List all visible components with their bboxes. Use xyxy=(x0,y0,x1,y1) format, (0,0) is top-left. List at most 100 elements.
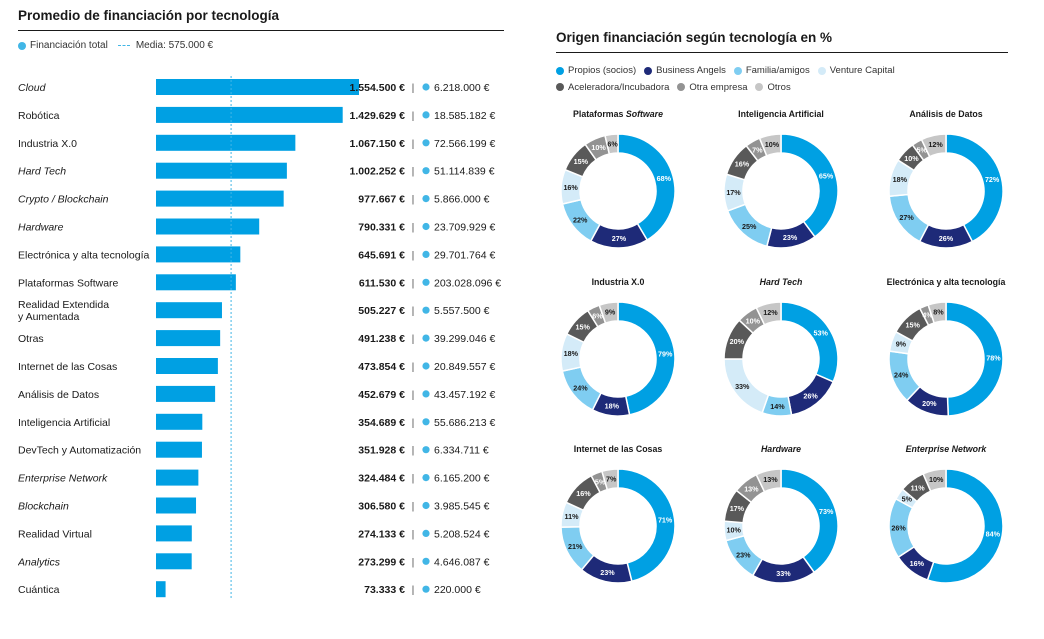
bar-category-label: Inteligencia Artificial xyxy=(18,417,110,429)
bar xyxy=(156,385,216,402)
bar-total-label: 5.866.000 € xyxy=(434,194,490,206)
donut-chart: Hardware 73% 33% 23% 10% 17% 13% 13% xyxy=(723,444,839,584)
donut-chart: Plataformas Software 68% 27% 22% 16% 15%10% 6% xyxy=(560,109,676,249)
total-dot-icon xyxy=(422,222,430,231)
bar-category-label: Robótica xyxy=(18,110,60,122)
legend-dot-icon xyxy=(556,66,564,75)
total-dot-icon xyxy=(422,195,430,203)
donut-segment xyxy=(617,133,676,242)
donut-chart: Internet de las Cosas 71% 23% 21% 11% 16% 5% 7% xyxy=(560,444,676,584)
donut-percent-label: 26% xyxy=(891,523,906,532)
separator: | xyxy=(412,82,415,94)
donut-legend-item: Propios (socios) xyxy=(556,63,636,78)
donut-percent-label: 11% xyxy=(911,483,926,492)
funding-origin-panel: Origen financiación según tecnología en … xyxy=(556,0,1008,639)
total-dot-icon xyxy=(422,111,430,119)
separator: | xyxy=(412,556,415,568)
bar xyxy=(156,358,218,374)
donut-percent-label: 5% xyxy=(917,146,928,155)
bar-total-label: 5.208.524 € xyxy=(434,528,490,540)
separator: | xyxy=(412,584,415,596)
total-dot-icon xyxy=(422,334,430,342)
donut-title: Hard Tech xyxy=(760,277,803,287)
total-dot-icon xyxy=(422,390,430,398)
bar-total-label: 29.701.764 € xyxy=(434,249,495,261)
bar-total-label: 5.557.500 € xyxy=(434,305,490,317)
donut-percent-label: 12% xyxy=(928,140,943,149)
donut-segment xyxy=(780,133,839,238)
separator: | xyxy=(412,194,415,206)
total-dot-icon xyxy=(18,41,26,50)
donut-percent-label: 21% xyxy=(568,542,583,551)
bar-category-label: Plataformas Software xyxy=(18,277,119,289)
donut-section-title: Origen financiación según tecnología en … xyxy=(556,0,1008,53)
bar xyxy=(156,246,241,263)
donut-percent-label: 7% xyxy=(606,474,617,483)
bar-total-label: 20.849.557 € xyxy=(434,361,495,373)
bar-category-label: Hardware xyxy=(18,222,64,234)
donut-percent-label: 15% xyxy=(574,157,589,166)
total-dot-icon xyxy=(422,362,430,370)
donut-legend-label: Otros xyxy=(767,81,791,93)
bar xyxy=(156,162,287,179)
donut-legend-item: Venture Capital xyxy=(817,63,895,78)
total-dot-icon xyxy=(422,557,430,565)
donut-segment xyxy=(945,133,1004,243)
legend-dot-icon xyxy=(644,66,653,75)
bar-value-label: 611.530 € xyxy=(359,277,405,289)
donut-segment xyxy=(945,301,1004,417)
dashed-line-icon xyxy=(117,45,130,46)
donut-percent-label: 53% xyxy=(814,328,829,337)
total-dot-icon xyxy=(422,167,430,175)
donut-percent-label: 27% xyxy=(612,234,627,243)
bar xyxy=(156,330,221,347)
donut-percent-label: 23% xyxy=(600,568,615,577)
donut-percent-label: 33% xyxy=(735,382,750,391)
legend-media-label: Media: 575.000 € xyxy=(135,40,214,51)
bar-total-label: 4.646.087 € xyxy=(434,556,490,568)
donut-percent-label: 12% xyxy=(763,308,778,317)
donut-title: Electrónica y alta tecnología xyxy=(887,277,1006,287)
donut-title: Plataformas Software xyxy=(573,109,663,119)
donut-segment xyxy=(601,468,619,491)
donut-title: Hardware xyxy=(761,444,801,454)
donut-percent-label: 20% xyxy=(730,337,745,346)
total-dot-icon xyxy=(422,278,430,286)
donut-segment xyxy=(780,301,839,383)
total-dot-icon xyxy=(422,418,430,426)
bar xyxy=(156,497,197,514)
bar-total-label: 51.114.839 € xyxy=(434,166,495,178)
bar xyxy=(156,274,236,291)
bar-total-label: 220.000 € xyxy=(434,584,481,596)
separator: | xyxy=(412,361,415,373)
donut-percent-label: 9% xyxy=(896,340,907,349)
separator: | xyxy=(412,333,415,345)
donut-segment xyxy=(926,468,1004,584)
donut-legend: Propios (socios) Business Angels Familia/a… xyxy=(556,63,916,96)
legend-dot-icon xyxy=(817,66,826,75)
donut-percent-label: 10% xyxy=(746,316,761,325)
donut-percent-label: 65% xyxy=(819,172,834,181)
bar-total-label: 6.218.000 € xyxy=(434,82,490,94)
donut-chart: Enterprise Network 84% 16% 26% 5% 11%10% xyxy=(888,444,1004,584)
donut-percent-label: 16% xyxy=(576,489,591,498)
donut-segment xyxy=(758,133,782,157)
donut-chart: Industria X.0 79% 18% 24% 18% 15%6% 9% xyxy=(560,277,676,417)
bar-category-label: DevTech y Automatización xyxy=(18,445,141,457)
donut-percent-label: 72% xyxy=(985,175,1000,184)
bar-value-label: 274.133 € xyxy=(358,528,405,540)
bar-chart: Cloud 1.554.500 € | 6.218.000 € Robótica 1.42… xyxy=(18,76,501,600)
legend-dot-icon xyxy=(733,66,742,75)
donut-segment xyxy=(920,133,947,158)
total-dot-icon xyxy=(422,529,430,538)
bar-value-label: 790.331 € xyxy=(358,222,405,234)
donut-percent-label: 13% xyxy=(763,475,778,484)
donut-percent-label: 17% xyxy=(730,504,745,513)
bar xyxy=(156,441,202,458)
legend-dot-icon xyxy=(556,83,564,91)
donut-percent-label: 16% xyxy=(735,159,750,168)
bar-category-label: Otras xyxy=(18,333,44,345)
donut-segment xyxy=(604,133,619,155)
donut-legend-item: Business Angels xyxy=(644,63,726,78)
donut-segment xyxy=(755,468,782,493)
